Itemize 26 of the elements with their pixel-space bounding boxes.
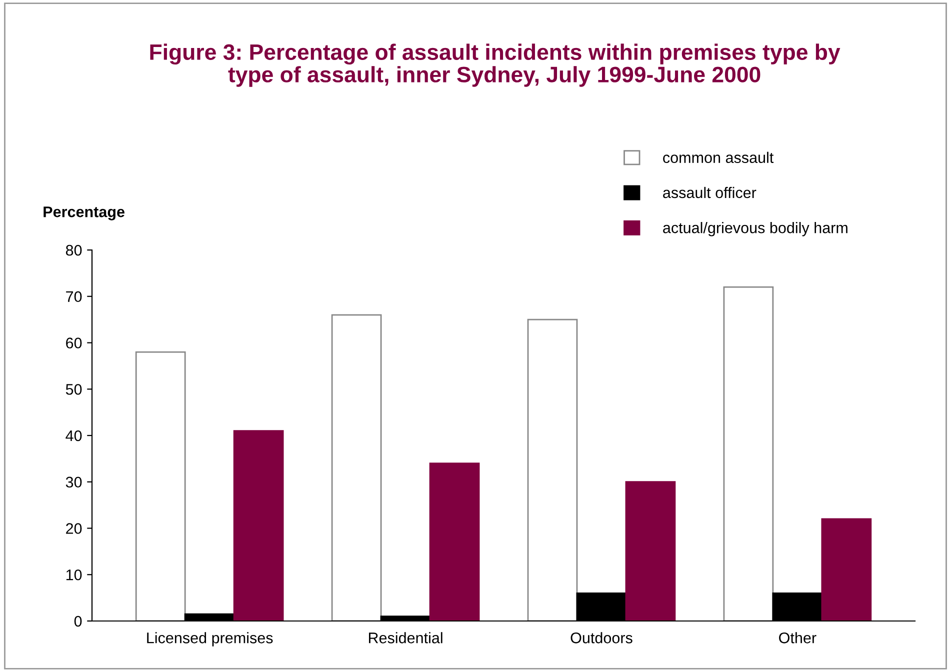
y-tick-label: 40 <box>66 430 82 442</box>
bar <box>429 462 480 621</box>
y-tick-label: 10 <box>66 569 82 580</box>
bar <box>723 286 774 621</box>
y-tick-label: 0 <box>74 616 82 627</box>
bar <box>527 318 578 621</box>
y-tick-label: 60 <box>66 338 82 348</box>
bar <box>821 518 872 621</box>
y-tick-label: 70 <box>66 291 82 302</box>
legend-label: assault officer <box>663 186 756 198</box>
x-tick-label: Other <box>779 632 816 644</box>
bar <box>331 314 382 621</box>
x-tick-label: Licensed premises <box>147 632 273 646</box>
x-tick-label: Outdoors <box>570 632 632 644</box>
bar <box>233 430 284 621</box>
y-tick-label: 30 <box>66 476 82 488</box>
legend-label: actual/grievous bodily harm <box>663 222 848 236</box>
bar <box>135 351 186 621</box>
x-tick-label: Residential <box>368 632 442 644</box>
y-tick-label: 20 <box>66 523 82 534</box>
bar <box>625 481 676 621</box>
chart-title: Figure 3: Percentage of assault incidents within premises type by type of assault, inner Sydney, July 1999-June 2000 <box>150 44 840 87</box>
y-axis-title: Percentage <box>44 206 124 220</box>
legend-label: common assault <box>663 152 774 164</box>
y-tick-label: 80 <box>66 244 82 256</box>
y-tick-label: 50 <box>66 384 82 395</box>
